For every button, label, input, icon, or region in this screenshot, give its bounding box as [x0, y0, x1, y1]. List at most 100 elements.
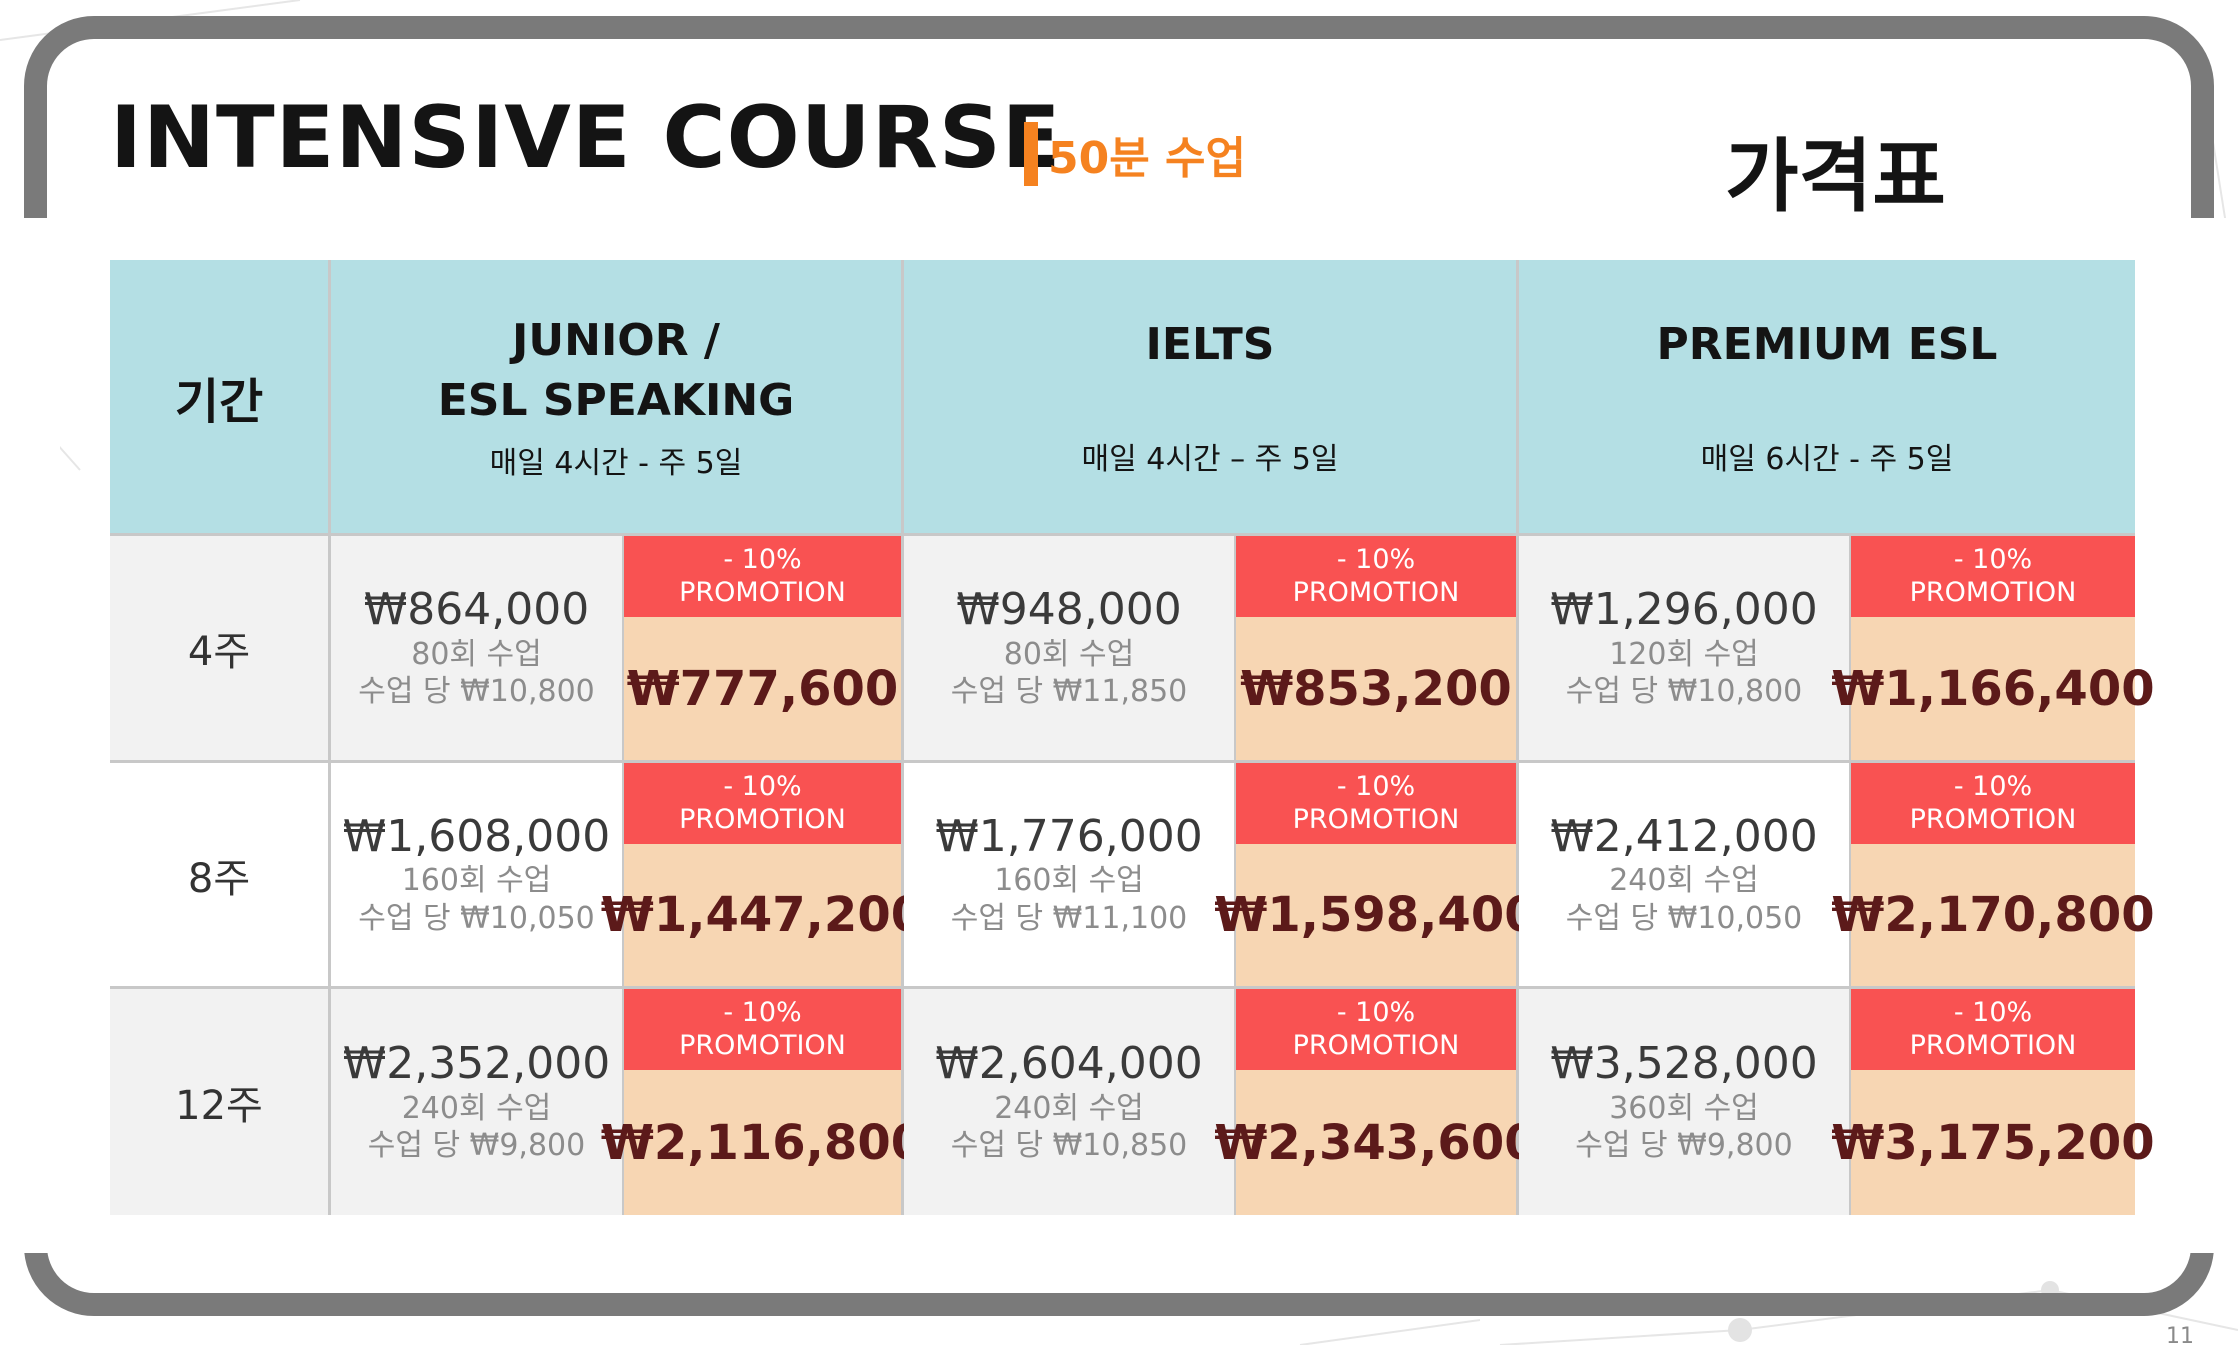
regular-price: ₩2,352,000 — [342, 1038, 611, 1090]
per-session-price: 수업 당 ₩9,800 — [367, 1128, 586, 1164]
promo-label: PROMOTION — [1909, 1029, 2077, 1061]
lesson-length-label: 50분 수업 — [1048, 133, 1246, 184]
per-session-price: 수업 당 ₩11,850 — [950, 674, 1188, 710]
promo-price: ₩3,175,200 — [1831, 1114, 2155, 1171]
course-header-junior: JUNIOR / ESL SPEAKING 매일 4시간 - 주 5일 — [331, 260, 901, 533]
course-header-premium: PREMIUM ESL 매일 6시간 - 주 5일 — [1519, 260, 2135, 533]
promo-percent: - 10% — [1953, 997, 2033, 1029]
per-session-price: 수업 당 ₩10,050 — [1565, 900, 1803, 936]
promo-percent: - 10% — [723, 544, 802, 576]
price-cell: ₩3,528,000 360회 수업 수업 당 ₩9,800 — [1519, 989, 1849, 1215]
promo-tag: - 10% PROMOTION — [1236, 536, 1516, 617]
session-count: 240회 수업 — [994, 1090, 1144, 1126]
promo-price-cell: ₩853,200 — [1236, 617, 1516, 760]
promo-tag: - 10% PROMOTION — [1851, 536, 2135, 617]
regular-price: ₩2,412,000 — [1550, 810, 1818, 862]
course-name: JUNIOR / ESL SPEAKING — [437, 315, 795, 426]
promo-tag: - 10% PROMOTION — [1236, 989, 1516, 1070]
course-name: IELTS — [1145, 318, 1275, 370]
promo-label: PROMOTION — [679, 576, 846, 608]
course-header-ielts: IELTS 매일 4시간 – 주 5일 — [904, 260, 1516, 533]
promo-price-cell: ₩1,447,200 — [601, 844, 924, 986]
promo-price: ₩1,166,400 — [1831, 660, 2155, 717]
promo-price-cell: ₩3,175,200 — [1831, 1070, 2155, 1215]
page-number: 11 — [2166, 1324, 2194, 1349]
session-count: 160회 수업 — [401, 863, 552, 899]
promo-price-cell: ₩2,170,800 — [1831, 844, 2155, 986]
promo-tag: - 10% PROMOTION — [1236, 763, 1516, 844]
period-label: 8주 — [187, 855, 251, 902]
course-name: PREMIUM ESL — [1656, 318, 1998, 370]
session-count: 240회 수업 — [1609, 863, 1759, 899]
price-table: 기간 JUNIOR / ESL SPEAKING 매일 4시간 - 주 5일 I… — [110, 260, 2155, 1215]
course-schedule: 매일 6시간 - 주 5일 — [1700, 442, 1954, 478]
promo-percent: - 10% — [1336, 997, 1416, 1029]
promo-price-cell: ₩1,166,400 — [1831, 617, 2155, 760]
promo-tag: - 10% PROMOTION — [624, 536, 901, 617]
regular-price: ₩1,296,000 — [1550, 584, 1818, 636]
session-count: 120회 수업 — [1609, 636, 1759, 672]
promo-price-cell: ₩2,343,600 — [1214, 1070, 1538, 1215]
session-count: 360회 수업 — [1609, 1090, 1759, 1126]
period-header: 기간 — [174, 373, 264, 430]
promo-price: ₩777,600 — [626, 660, 899, 717]
promo-tag: - 10% PROMOTION — [624, 763, 901, 844]
promo-label: PROMOTION — [1292, 576, 1460, 608]
period-label: 4주 — [187, 629, 251, 675]
promo-label: PROMOTION — [1909, 803, 2077, 835]
promo-price-cell: ₩777,600 — [624, 617, 901, 760]
course-schedule: 매일 4시간 – 주 5일 — [1081, 442, 1339, 478]
per-session-price: 수업 당 ₩9,800 — [1575, 1128, 1793, 1164]
price-cell: ₩1,296,000 120회 수업 수업 당 ₩10,800 — [1519, 536, 1849, 760]
promo-price: ₩2,343,600 — [1214, 1114, 1538, 1171]
promo-price-cell: ₩2,116,800 — [601, 1070, 924, 1215]
regular-price: ₩2,604,000 — [935, 1038, 1203, 1090]
regular-price: ₩1,608,000 — [342, 810, 611, 862]
period-cell: 8주 — [110, 763, 328, 986]
promo-price: ₩1,598,400 — [1214, 887, 1538, 943]
price-cell: ₩864,000 80회 수업 수업 당 ₩10,800 — [331, 536, 622, 760]
lesson-length: 50분 수업 — [1024, 122, 1246, 186]
promo-percent: - 10% — [723, 771, 802, 803]
accent-bar — [1024, 122, 1038, 186]
period-label: 12주 — [175, 1083, 263, 1129]
price-cell: ₩2,412,000 240회 수업 수업 당 ₩10,050 — [1519, 763, 1849, 986]
per-session-price: 수업 당 ₩11,100 — [950, 900, 1188, 936]
frame-gap-left — [0, 218, 60, 1253]
promo-tag: - 10% PROMOTION — [624, 989, 901, 1070]
promo-price-cell: ₩1,598,400 — [1214, 844, 1538, 986]
per-session-price: 수업 당 ₩10,800 — [358, 674, 595, 710]
promo-price: ₩2,116,800 — [600, 1114, 925, 1171]
period-cell: 4주 — [110, 536, 328, 760]
session-count: 160회 수업 — [994, 863, 1144, 899]
promo-label: PROMOTION — [1292, 1029, 1460, 1061]
promo-percent: - 10% — [1953, 544, 2033, 576]
promo-percent: - 10% — [1336, 544, 1416, 576]
promo-percent: - 10% — [723, 997, 802, 1029]
promo-label: PROMOTION — [1292, 803, 1460, 835]
regular-price: ₩3,528,000 — [1550, 1038, 1818, 1090]
frame-gap-right — [2178, 218, 2238, 1253]
promo-price: ₩1,447,200 — [600, 887, 925, 943]
price-cell: ₩2,604,000 240회 수업 수업 당 ₩10,850 — [904, 989, 1234, 1215]
promo-price: ₩2,170,800 — [1831, 887, 2155, 943]
period-cell: 12주 — [110, 989, 328, 1215]
price-table-heading: 가격표 — [1725, 130, 1946, 223]
promo-price: ₩853,200 — [1240, 660, 1512, 717]
session-count: 240회 수업 — [401, 1090, 552, 1126]
regular-price: ₩864,000 — [363, 584, 590, 636]
promo-percent: - 10% — [1336, 771, 1416, 803]
promo-tag: - 10% PROMOTION — [1851, 989, 2135, 1070]
per-session-price: 수업 당 ₩10,800 — [1565, 674, 1803, 710]
price-cell: ₩1,776,000 160회 수업 수업 당 ₩11,100 — [904, 763, 1234, 986]
session-count: 80회 수업 — [411, 636, 542, 672]
course-schedule: 매일 4시간 - 주 5일 — [489, 445, 743, 481]
page-title: INTENSIVE COURSE — [110, 88, 1062, 188]
promo-label: PROMOTION — [679, 803, 846, 835]
promo-tag: - 10% PROMOTION — [1851, 763, 2135, 844]
promo-label: PROMOTION — [679, 1029, 846, 1061]
session-count: 80회 수업 — [1003, 636, 1135, 672]
price-cell: ₩2,352,000 240회 수업 수업 당 ₩9,800 — [331, 989, 622, 1215]
promo-percent: - 10% — [1953, 771, 2033, 803]
price-cell: ₩948,000 80회 수업 수업 당 ₩11,850 — [904, 536, 1234, 760]
